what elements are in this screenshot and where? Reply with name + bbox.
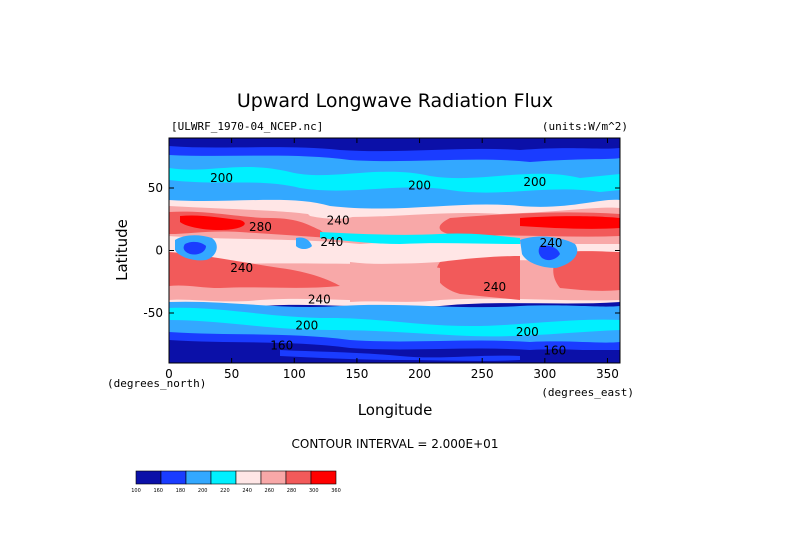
contour-label-3: 240 bbox=[327, 214, 350, 228]
colorbar-label-2: 180 bbox=[176, 488, 186, 494]
colorbar-label-1: 160 bbox=[153, 488, 163, 494]
y-tick-label-1: 0 bbox=[155, 244, 163, 258]
colorbar: 100 160 180 200 220 240 260 280 300 360 bbox=[131, 470, 341, 494]
colorbar-swatch-5 bbox=[260, 470, 287, 485]
colorbar-label-4: 220 bbox=[220, 488, 230, 494]
contour-label-9: 240 bbox=[483, 280, 506, 294]
colorbar-label-5: 240 bbox=[242, 488, 252, 494]
band-south-salmon-patch bbox=[350, 262, 440, 302]
contour-interval-text: CONTOUR INTERVAL = 2.000E+01 bbox=[292, 437, 499, 451]
colorbar-swatch-4 bbox=[235, 470, 262, 485]
y-axis-label: Latitude bbox=[113, 219, 131, 281]
x-tick-label-7: 350 bbox=[596, 367, 619, 381]
contour-label-8: 240 bbox=[308, 292, 331, 306]
colorbar-swatch-0 bbox=[135, 470, 162, 485]
band-north-bright-red-east bbox=[520, 216, 620, 229]
colorbar-label-8: 300 bbox=[309, 488, 319, 494]
contour-label-6: 240 bbox=[540, 236, 563, 250]
colorbar-swatch-6 bbox=[285, 470, 312, 485]
colorbar-swatch-1 bbox=[160, 470, 187, 485]
x-tick-label-3: 150 bbox=[345, 367, 368, 381]
band-south-polar-accent bbox=[280, 350, 520, 361]
x-unit-label: (degrees_east) bbox=[541, 386, 634, 399]
band-equator-cyan-strip bbox=[320, 232, 520, 244]
contour-label-5: 240 bbox=[320, 235, 343, 249]
colorbar-swatch-7 bbox=[310, 470, 337, 485]
x-tick-label-2: 100 bbox=[283, 367, 306, 381]
contour-label-7: 240 bbox=[230, 261, 253, 275]
colorbar-label-0: 100 bbox=[131, 488, 141, 494]
file-label: [ULWRF_1970-04_NCEP.nc] bbox=[171, 120, 323, 133]
colorbar-label-7: 280 bbox=[287, 488, 297, 494]
band-south-red-west bbox=[169, 252, 340, 288]
contour-label-2: 200 bbox=[523, 175, 546, 189]
x-tick-label-1: 50 bbox=[224, 367, 239, 381]
colorbar-label-9: 360 bbox=[331, 488, 341, 494]
contour-label-11: 200 bbox=[516, 325, 539, 339]
units-label: (units:W/m^2) bbox=[542, 120, 628, 133]
contour-label-1: 200 bbox=[408, 179, 431, 193]
y-axis-ticks: 50 0 -50 bbox=[143, 181, 620, 320]
contour-label-0: 200 bbox=[210, 171, 233, 185]
region-north-pacific-white bbox=[300, 205, 360, 219]
contour-label-13: 160 bbox=[543, 344, 566, 358]
region-africa-low-flux-blue bbox=[183, 241, 206, 255]
x-tick-label-5: 250 bbox=[471, 367, 494, 381]
band-north-bright-red bbox=[180, 215, 245, 230]
colorbar-label-6: 260 bbox=[265, 488, 275, 494]
y-tick-label-2: -50 bbox=[143, 306, 163, 320]
x-tick-label-6: 300 bbox=[533, 367, 556, 381]
contour-label-10: 200 bbox=[295, 319, 318, 333]
region-americas-low-flux-blue bbox=[538, 245, 560, 261]
chart-title: Upward Longwave Radiation Flux bbox=[237, 90, 553, 112]
contour-label-4: 280 bbox=[249, 220, 272, 234]
band-south-cyan bbox=[169, 307, 620, 337]
colorbar-swatch-3 bbox=[210, 470, 237, 485]
region-indonesia-lightblue bbox=[296, 237, 312, 249]
x-tick-label-0: 0 bbox=[165, 367, 173, 381]
band-south-red-central bbox=[436, 256, 520, 300]
contour-label-12: 160 bbox=[270, 339, 293, 353]
ulwrf-field bbox=[169, 138, 620, 363]
y-unit-label: (degrees_north) bbox=[107, 377, 206, 390]
x-axis-label: Longitude bbox=[358, 401, 433, 419]
colorbar-swatch-2 bbox=[185, 470, 212, 485]
x-axis-ticks: 0 50 100 150 200 250 300 350 bbox=[165, 138, 619, 381]
colorbar-label-3: 200 bbox=[198, 488, 208, 494]
x-tick-label-4: 200 bbox=[408, 367, 431, 381]
y-tick-label-0: 50 bbox=[148, 181, 163, 195]
